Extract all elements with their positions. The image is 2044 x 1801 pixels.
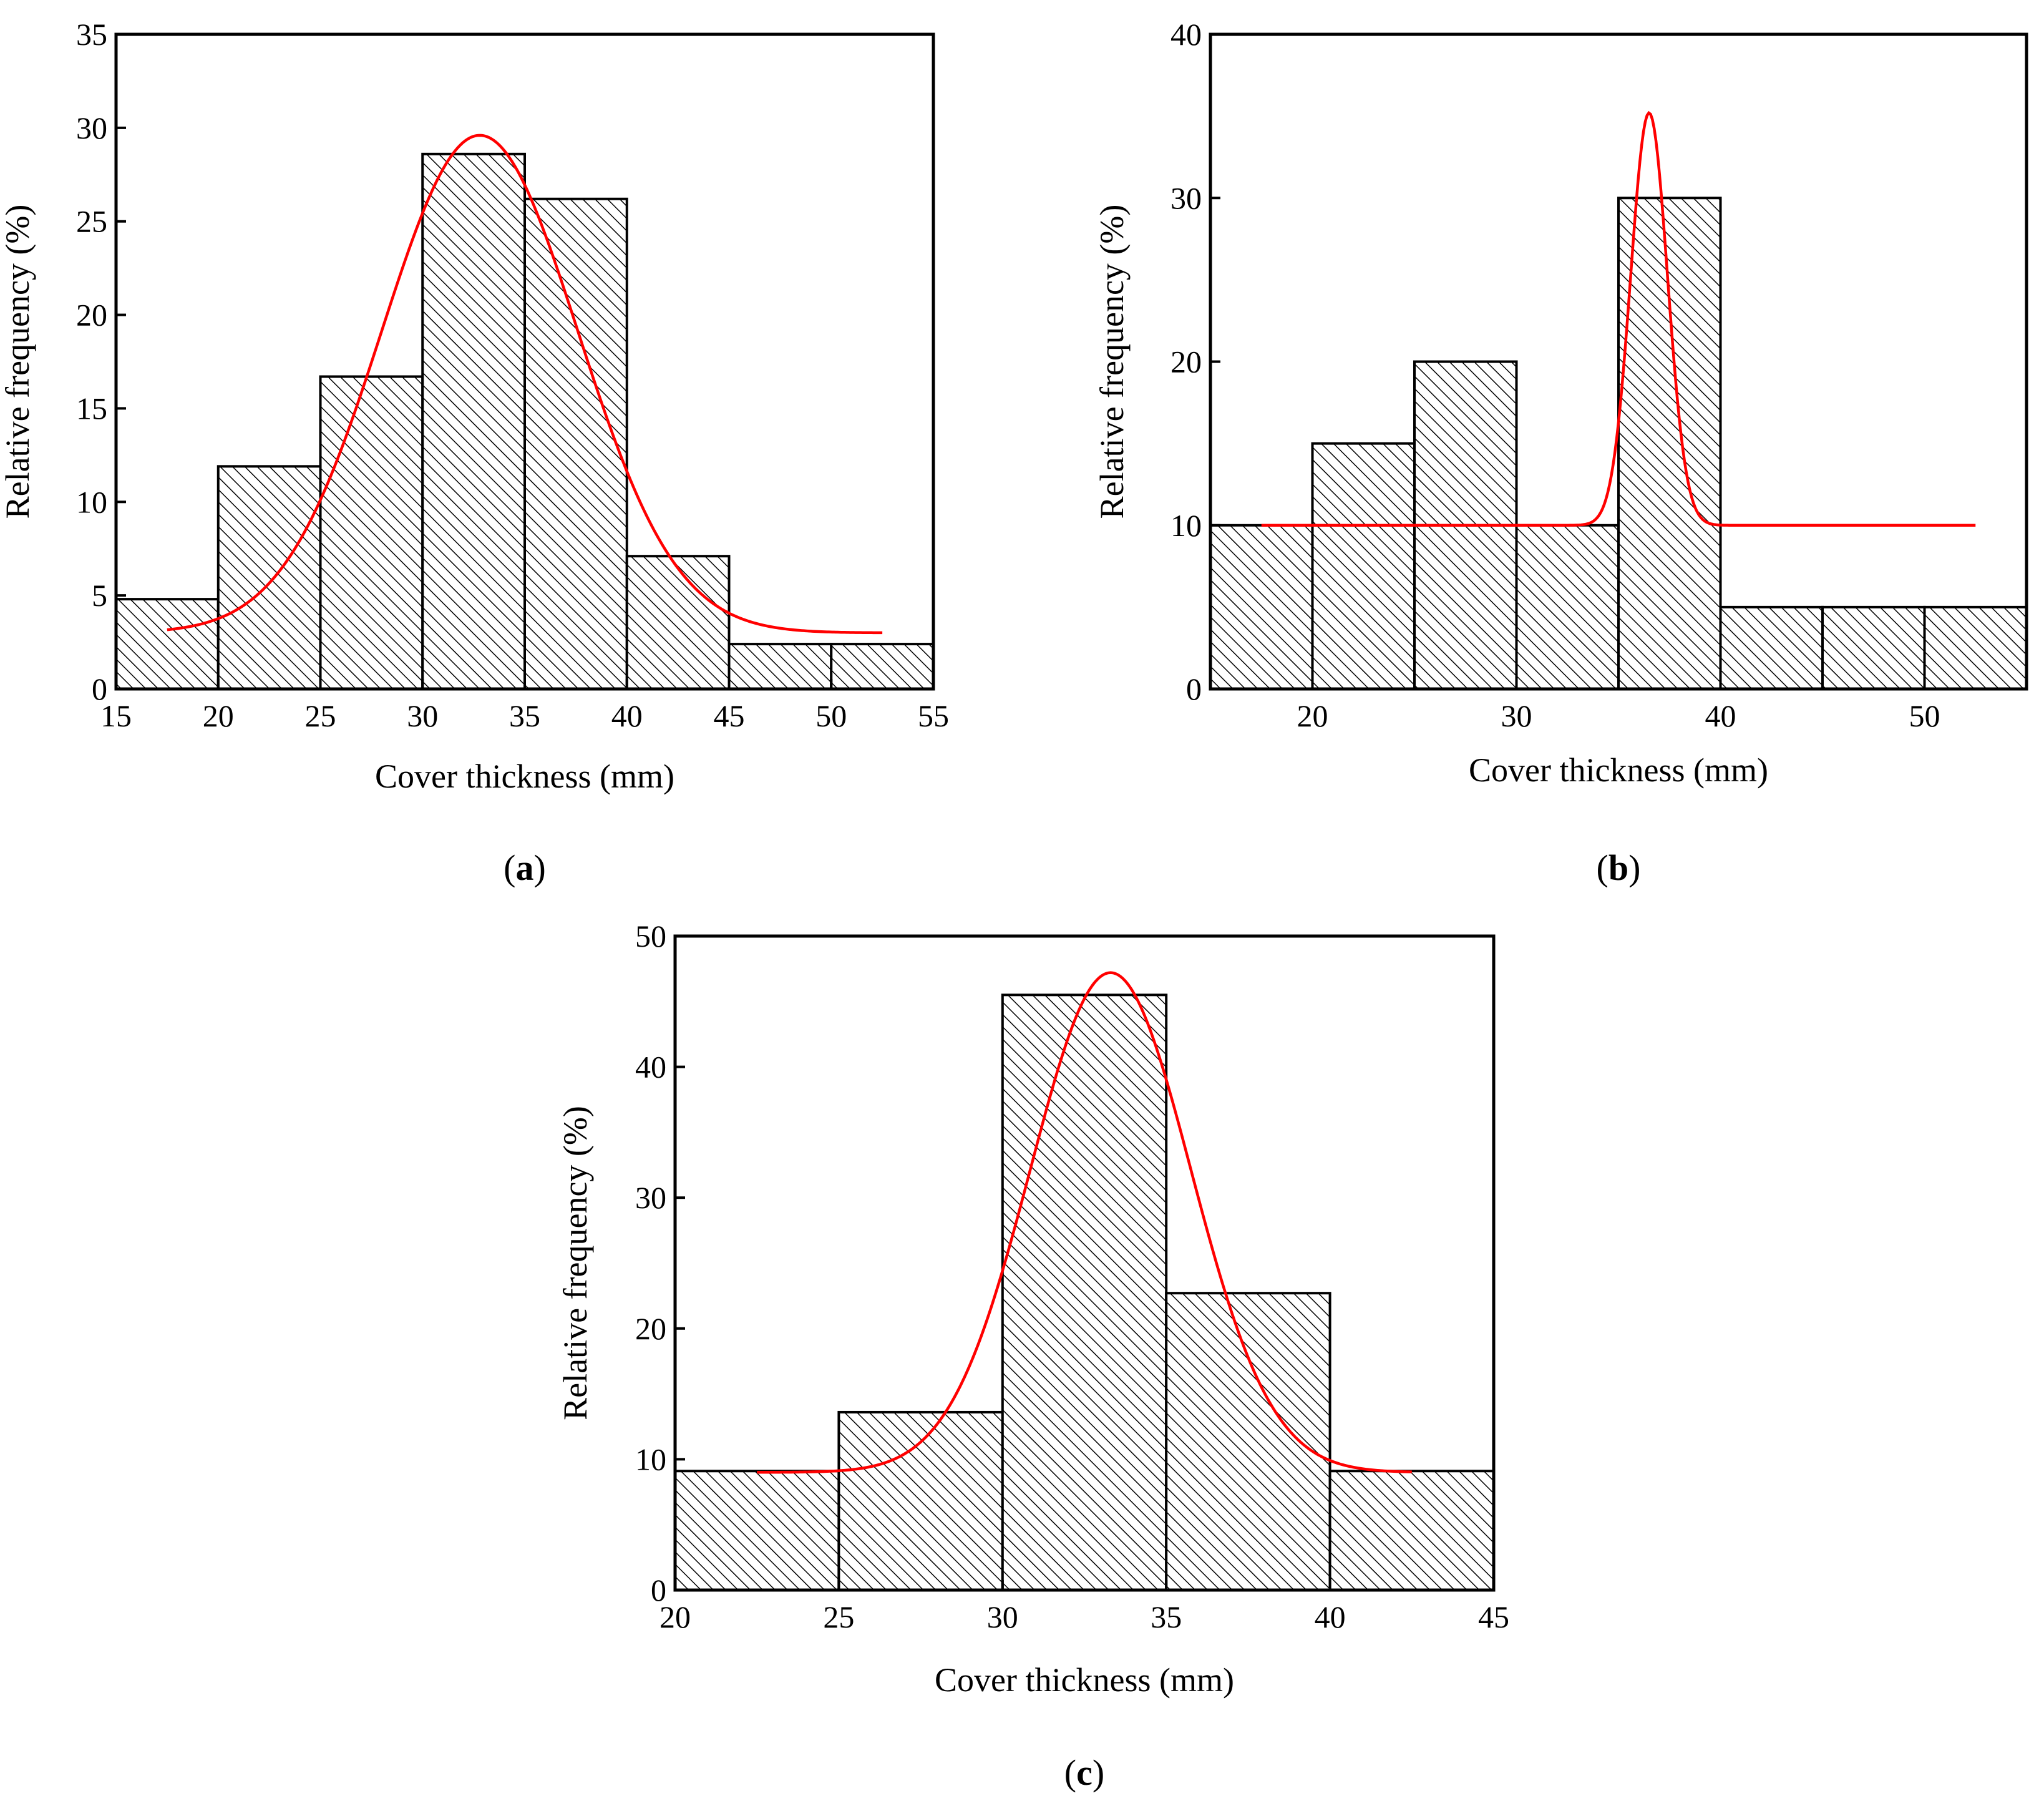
y-tick-label: 50	[635, 919, 666, 954]
x-tick-label: 30	[407, 698, 438, 733]
histogram-bar	[1719, 605, 1824, 690]
fit-curve	[1261, 110, 1976, 527]
y-tick-label: 0	[92, 671, 107, 706]
x-tick-label: 30	[1501, 698, 1532, 733]
y-tick-label: 30	[76, 110, 107, 145]
y-tick-label: 20	[76, 298, 107, 333]
y-tick-label: 15	[76, 391, 107, 426]
y-tick-label: 25	[76, 204, 107, 239]
y-tick-label: 20	[1170, 344, 1202, 379]
y-tick-label: 40	[635, 1050, 666, 1085]
y-tick-label: 0	[1186, 671, 1202, 706]
histogram-bar	[1311, 442, 1416, 690]
histogram-bar	[830, 643, 935, 691]
x-tick-label: 20	[659, 1599, 691, 1634]
y-tick-label: 30	[635, 1180, 666, 1215]
plot-frame	[673, 934, 1496, 1592]
x-axis-title: Cover thickness (mm)	[1469, 751, 1768, 789]
histogram-bar	[625, 555, 731, 691]
y-tick-label: 5	[92, 578, 107, 613]
y-tick-label: 10	[635, 1442, 666, 1476]
fit-curve	[757, 971, 1412, 1474]
histogram-bar	[217, 465, 322, 691]
y-tick-label: 35	[76, 17, 107, 52]
fit-curve	[167, 134, 883, 635]
y-tick-label: 20	[635, 1311, 666, 1346]
histogram-bar	[728, 643, 833, 691]
histogram-bar	[1209, 524, 1314, 690]
y-tick-label: 10	[1170, 508, 1202, 543]
x-tick-label: 40	[611, 698, 643, 733]
histogram-bar	[523, 197, 628, 690]
x-tick-label: 20	[1297, 698, 1328, 733]
histogram-bar	[319, 375, 424, 691]
y-axis-title: Relative frequency (%)	[557, 1106, 594, 1420]
histogram-bar	[1923, 605, 2028, 690]
histogram-bar	[115, 598, 220, 690]
y-axis-title: Relative frequency (%)	[1093, 205, 1131, 519]
x-tick-label: 35	[1151, 1599, 1182, 1634]
x-tick-label: 50	[815, 698, 847, 733]
x-axis-title: Cover thickness (mm)	[935, 1661, 1234, 1699]
x-tick-label: 55	[918, 698, 949, 733]
x-tick-label: 50	[1909, 698, 1940, 733]
panel-label: (a)	[504, 847, 546, 888]
x-tick-label: 45	[1478, 1599, 1509, 1634]
x-tick-label: 20	[203, 698, 234, 733]
chart-b: 20 30 40 50 0 10 20 30 40 Cover thickness (mm) Rel…	[1093, 17, 2028, 888]
y-tick-label: 30	[1170, 180, 1202, 215]
x-axis-title: Cover thickness (mm)	[375, 758, 674, 795]
x-tick-label: 30	[987, 1599, 1018, 1634]
chart-c: 20 25 30 35 40 45 0 10 20 30 40 50 Cover thickness (…	[557, 919, 1509, 1793]
x-tick-label: 15	[100, 698, 132, 733]
x-tick-label: 25	[823, 1599, 854, 1634]
histogram-bar	[421, 152, 526, 690]
y-tick-label: 0	[651, 1573, 666, 1608]
panel-label: (b)	[1597, 847, 1641, 888]
chart-a: 15 20 25 30 35 40 45 50 55 0 5 10 15 20 25 30 35 Cover th…	[0, 17, 949, 888]
x-tick-label: 35	[509, 698, 540, 733]
histogram-bar	[1328, 1470, 1496, 1591]
histogram-bar	[1001, 993, 1168, 1591]
y-tick-label: 10	[76, 484, 107, 519]
x-tick-label: 40	[1705, 698, 1736, 733]
y-tick-label: 40	[1170, 17, 1202, 52]
histogram-bar	[1821, 605, 1926, 690]
x-tick-label: 45	[714, 698, 745, 733]
histogram-bar	[1617, 197, 1722, 690]
panel-label: (c)	[1064, 1752, 1104, 1793]
histogram-bar	[1515, 524, 1620, 690]
histogram-bar	[1165, 1292, 1331, 1591]
x-tick-label: 25	[305, 698, 336, 733]
histogram-bar	[674, 1470, 840, 1591]
histogram-bar	[837, 1410, 1004, 1592]
y-axis-title: Relative frequency (%)	[0, 205, 36, 519]
x-tick-label: 40	[1315, 1599, 1346, 1634]
